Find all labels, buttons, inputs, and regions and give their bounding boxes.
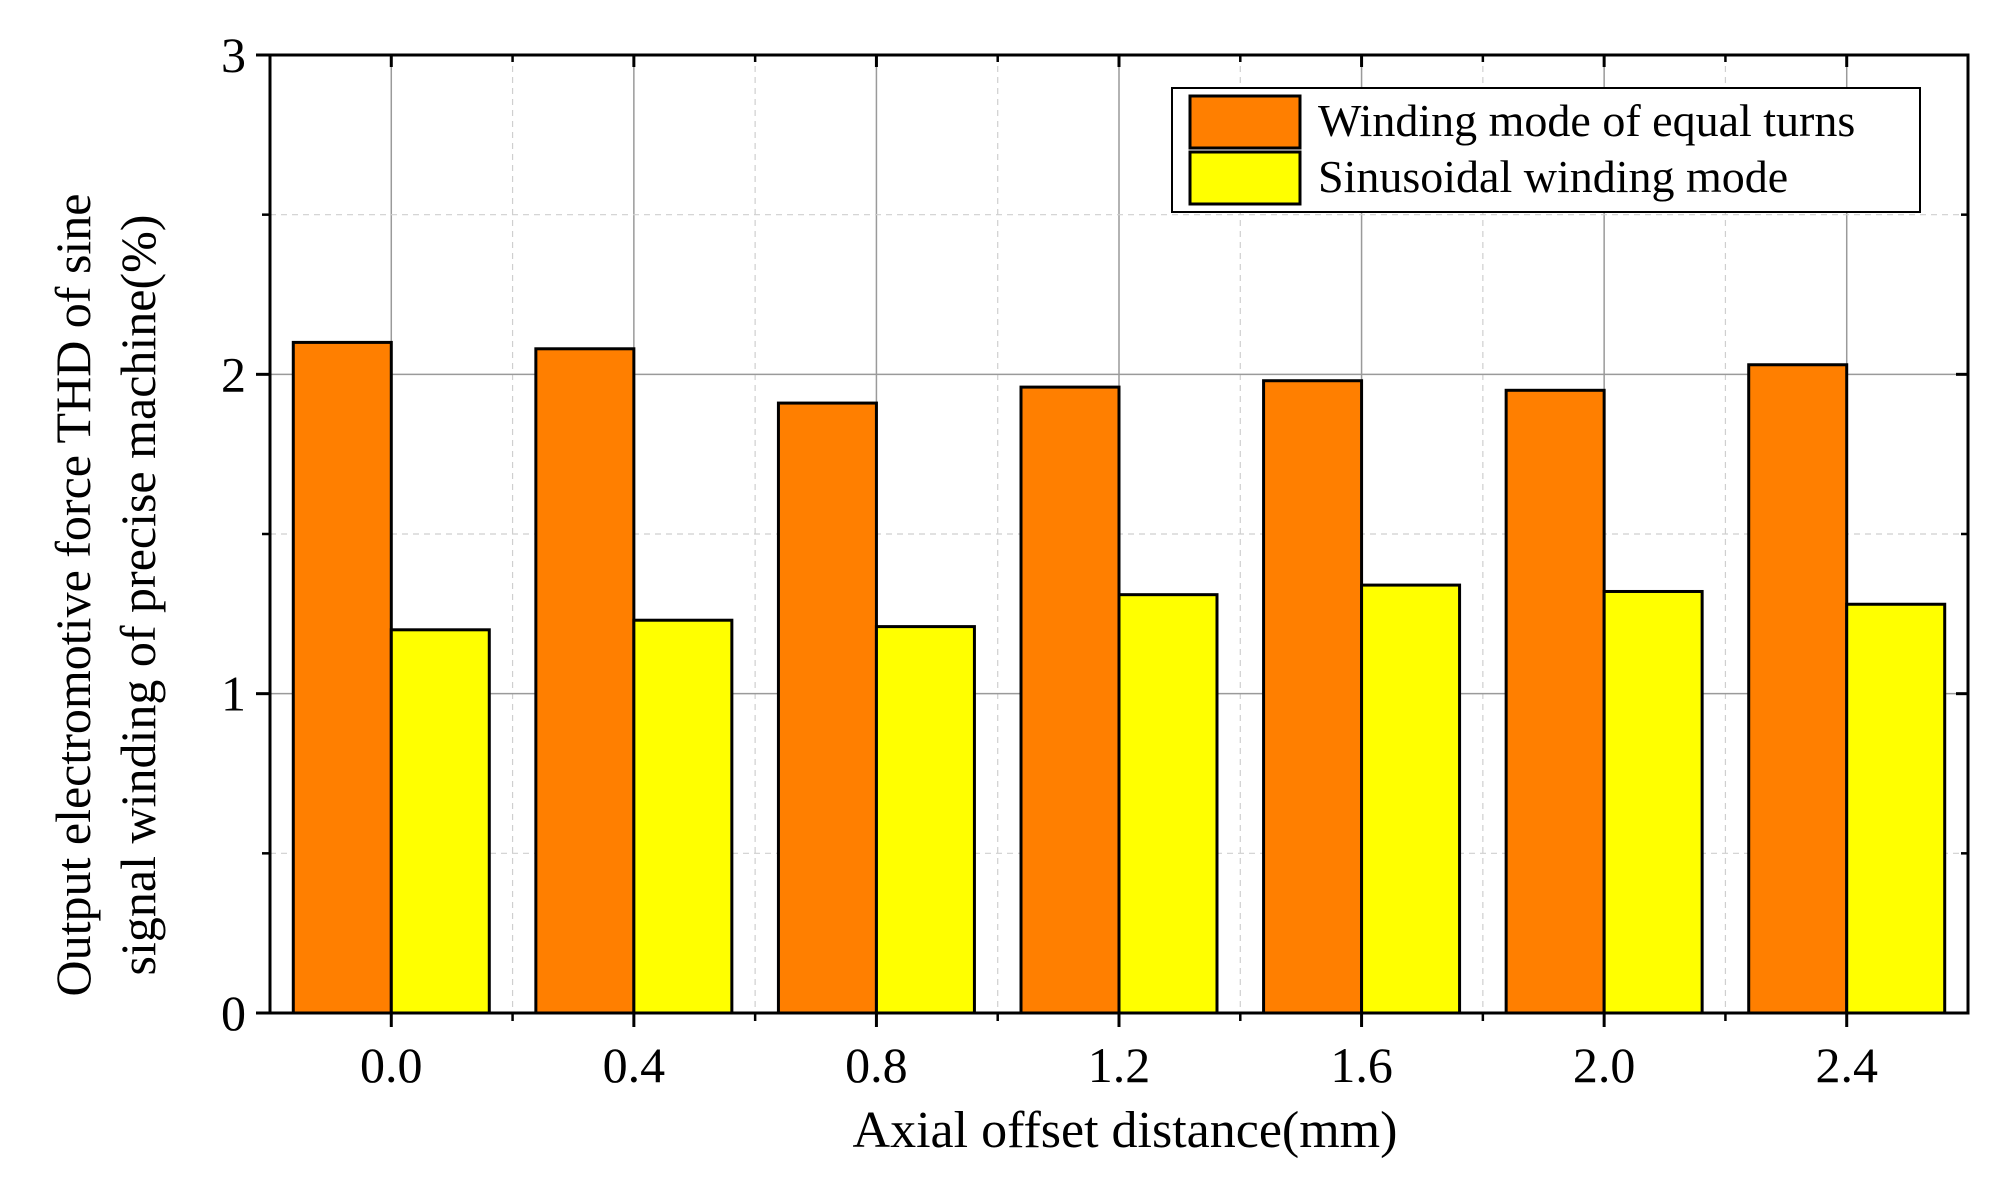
x-tick-label: 0.0 xyxy=(360,1037,423,1093)
axes xyxy=(256,53,1970,1027)
y-tick-label: 2 xyxy=(221,346,246,402)
bar-equal-turns xyxy=(1504,388,1606,1015)
bar-equal-turns xyxy=(1262,379,1364,1015)
bar-sinusoidal xyxy=(389,628,491,1015)
x-tick-label: 0.8 xyxy=(845,1037,908,1093)
y-tick-label: 1 xyxy=(221,666,246,722)
y-tick-label: 0 xyxy=(221,985,246,1041)
x-tick-label: 1.2 xyxy=(1088,1037,1151,1093)
bar-equal-turns xyxy=(534,347,636,1015)
tick-labels: 0 1 2 3 0.0 0.4 0.8 1.2 1.6 2.0 2.4 xyxy=(221,27,1878,1093)
bars xyxy=(291,340,1947,1015)
bar-equal-turns xyxy=(1019,385,1121,1015)
x-tick-label: 0.4 xyxy=(603,1037,666,1093)
legend: Winding mode of equal turns Sinusoidal w… xyxy=(1171,87,1921,213)
x-tick-label: 2.4 xyxy=(1815,1037,1878,1093)
y-axis-title-line-2: signal winding of precise machine(%) xyxy=(110,215,166,976)
legend-label-equal-turns: Winding mode of equal turns xyxy=(1318,95,1855,146)
bar-equal-turns xyxy=(1747,363,1849,1015)
legend-swatch-equal-turns xyxy=(1188,94,1302,150)
bar-sinusoidal xyxy=(1117,593,1219,1015)
bar-sinusoidal xyxy=(874,625,976,1015)
x-axis-title: Axial offset distance(mm) xyxy=(853,1102,1398,1159)
bar-sinusoidal xyxy=(632,618,734,1015)
x-tick-label: 2.0 xyxy=(1573,1037,1636,1093)
bar-sinusoidal xyxy=(1602,589,1704,1015)
legend-swatch-sinusoidal xyxy=(1188,150,1302,206)
bar-sinusoidal xyxy=(1360,583,1462,1015)
bar-equal-turns xyxy=(291,340,393,1015)
y-axis-title-line-1: Output electromotive force THD of sine xyxy=(45,193,101,996)
y-tick-label: 3 xyxy=(221,27,246,83)
bar-equal-turns xyxy=(776,401,878,1015)
bar-sinusoidal xyxy=(1845,602,1947,1015)
legend-label-sinusoidal: Sinusoidal winding mode xyxy=(1318,151,1788,202)
x-tick-label: 1.6 xyxy=(1330,1037,1393,1093)
